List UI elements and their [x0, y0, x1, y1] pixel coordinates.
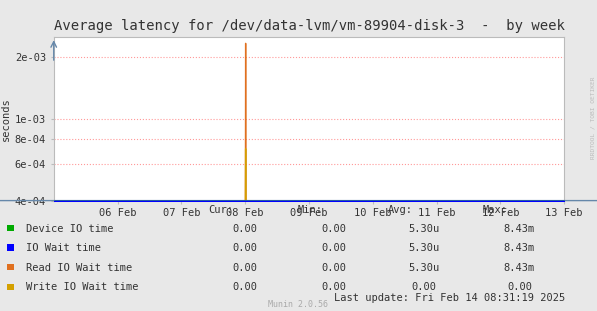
Text: Cur:: Cur: — [208, 205, 233, 215]
Text: 0.00: 0.00 — [322, 243, 347, 253]
Text: 5.30u: 5.30u — [408, 243, 439, 253]
Text: 5.30u: 5.30u — [408, 224, 439, 234]
Text: RRDTOOL / TOBI OETIKER: RRDTOOL / TOBI OETIKER — [590, 77, 595, 160]
Y-axis label: seconds: seconds — [1, 97, 11, 141]
Text: 8.43m: 8.43m — [504, 243, 535, 253]
Text: 0.00: 0.00 — [232, 224, 257, 234]
Text: 8.43m: 8.43m — [504, 263, 535, 273]
Text: Last update: Fri Feb 14 08:31:19 2025: Last update: Fri Feb 14 08:31:19 2025 — [334, 293, 565, 303]
Text: IO Wait time: IO Wait time — [26, 243, 101, 253]
Text: 0.00: 0.00 — [507, 282, 532, 292]
Text: 0.00: 0.00 — [411, 282, 436, 292]
Text: 0.00: 0.00 — [232, 263, 257, 273]
Text: 0.00: 0.00 — [322, 263, 347, 273]
Text: Max:: Max: — [483, 205, 508, 215]
Text: 0.00: 0.00 — [322, 224, 347, 234]
Text: 5.30u: 5.30u — [408, 263, 439, 273]
Title: Average latency for /dev/data-lvm/vm-89904-disk-3  -  by week: Average latency for /dev/data-lvm/vm-899… — [54, 19, 564, 33]
Text: Write IO Wait time: Write IO Wait time — [26, 282, 138, 292]
Text: Munin 2.0.56: Munin 2.0.56 — [269, 299, 328, 309]
Text: Min:: Min: — [298, 205, 323, 215]
Text: Read IO Wait time: Read IO Wait time — [26, 263, 132, 273]
Text: Device IO time: Device IO time — [26, 224, 113, 234]
Text: 8.43m: 8.43m — [504, 224, 535, 234]
Text: 0.00: 0.00 — [232, 282, 257, 292]
Text: 0.00: 0.00 — [232, 243, 257, 253]
Text: Avg:: Avg: — [387, 205, 413, 215]
Text: 0.00: 0.00 — [322, 282, 347, 292]
